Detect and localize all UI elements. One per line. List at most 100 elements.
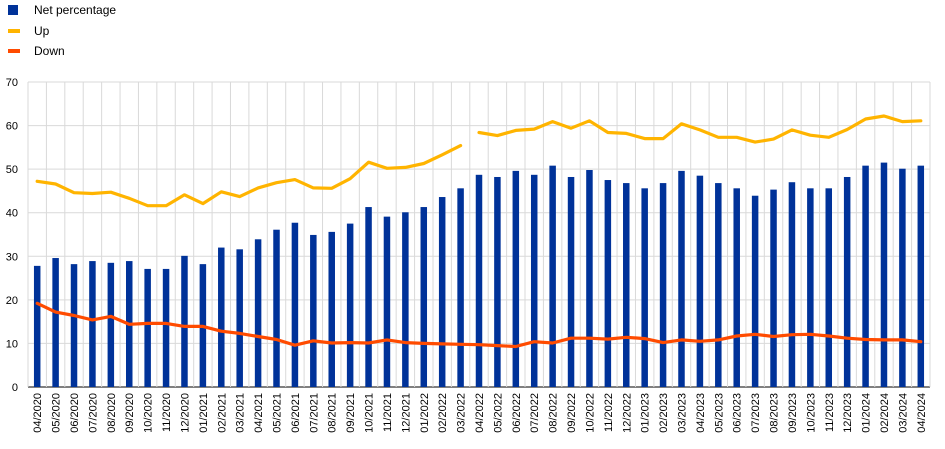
bar-net-percentage — [33, 265, 41, 387]
bar-net-percentage — [549, 165, 556, 387]
bar-net-percentage — [604, 180, 612, 387]
line-down — [35, 301, 923, 349]
x-tick-label: 08/2021 — [327, 393, 339, 433]
x-tick-label: 12/2021 — [400, 393, 412, 433]
x-tick-label: 10/2020 — [143, 393, 155, 433]
x-tick-label: 07/2022 — [529, 393, 541, 433]
bar-net-percentage — [70, 264, 78, 387]
x-tick-label: 10/2021 — [364, 393, 376, 433]
bar-net-percentage — [89, 261, 96, 387]
x-tick-label: 06/2022 — [511, 393, 523, 433]
legend-label-net-percentage: Net percentage — [34, 3, 117, 18]
bar-net-percentage — [696, 175, 704, 387]
x-tick-label: 11/2020 — [161, 393, 173, 432]
bar-net-percentage — [420, 207, 428, 387]
bar-net-percentage — [494, 176, 501, 387]
bar-net-percentage — [254, 239, 262, 387]
line-up — [35, 144, 463, 208]
x-tick-label: 01/2022 — [419, 393, 431, 433]
x-tick-label: 02/2022 — [437, 393, 449, 433]
bar-net-percentage — [770, 189, 777, 387]
x-tick-label: 11/2022 — [603, 393, 615, 432]
bar-net-percentage — [457, 188, 464, 387]
y-tick-label: 30 — [6, 251, 18, 263]
y-tick-label: 10 — [6, 338, 18, 350]
bar-net-percentage — [899, 168, 906, 387]
bar-net-percentage — [586, 170, 593, 387]
bar-net-percentage — [751, 195, 759, 387]
x-tick-label: 04/2024 — [916, 393, 928, 433]
bar-net-percentage — [107, 262, 115, 387]
x-tick-label: 04/2022 — [474, 393, 486, 433]
bar-net-percentage — [659, 183, 667, 387]
bar-net-percentage — [181, 255, 188, 387]
legend-swatch-net-percentage — [8, 5, 18, 16]
x-tick-label: 08/2022 — [548, 393, 560, 433]
bar-net-percentage — [144, 268, 151, 387]
legend-label-down: Down — [34, 44, 65, 59]
bar-net-percentage — [218, 247, 225, 387]
x-tick-label: 12/2020 — [180, 393, 192, 433]
x-tick-label: 08/2020 — [106, 393, 118, 433]
legend-swatch-down — [8, 49, 20, 54]
x-tick-label: 05/2023 — [713, 393, 725, 433]
bar-net-percentage — [475, 174, 483, 387]
x-tick-label: 09/2020 — [124, 393, 136, 433]
legend-label-up: Up — [34, 23, 50, 38]
bar-net-percentage — [291, 222, 299, 387]
bar-net-percentage — [880, 162, 888, 387]
bar-net-percentage — [365, 207, 372, 387]
bar-net-percentage — [530, 174, 538, 387]
x-tick-label: 02/2021 — [216, 393, 228, 433]
y-tick-label: 70 — [6, 77, 18, 89]
legend-swatch-up — [8, 28, 20, 33]
x-tick-label: 05/2020 — [51, 393, 63, 433]
y-tick-label: 20 — [6, 295, 18, 307]
bar-net-percentage — [438, 197, 446, 387]
bar-net-percentage — [733, 188, 740, 387]
bar-net-percentage — [52, 258, 59, 387]
bar-net-percentage — [310, 234, 317, 387]
bar-net-percentage — [346, 223, 354, 387]
bar-net-percentage — [512, 170, 520, 387]
x-tick-label: 05/2022 — [492, 393, 504, 433]
x-tick-label: 06/2020 — [69, 393, 81, 433]
x-tick-label: 07/2023 — [750, 393, 762, 433]
bar-net-percentage — [273, 229, 280, 387]
y-tick-label: 50 — [6, 164, 18, 176]
x-tick-label: 08/2023 — [769, 393, 781, 433]
legend-item-net-percentage: Net percentage — [8, 0, 116, 21]
x-tick-label: 04/2020 — [32, 393, 44, 433]
bar-net-percentage — [678, 170, 685, 387]
x-tick-label: 07/2021 — [308, 393, 320, 433]
legend: Net percentage Up Down — [8, 0, 116, 62]
bar-net-percentage — [383, 216, 391, 387]
x-tick-label: 10/2023 — [805, 393, 817, 433]
x-tick-label: 09/2022 — [566, 393, 578, 433]
bar-net-percentage — [862, 165, 869, 387]
y-tick-label: 0 — [12, 382, 18, 394]
x-tick-label: 06/2021 — [290, 393, 302, 433]
x-tick-label: 11/2021 — [382, 393, 394, 432]
bar-net-percentage — [567, 176, 575, 387]
x-tick-label: 04/2021 — [253, 393, 265, 433]
bar-net-percentage — [843, 176, 851, 387]
x-tick-label: 10/2022 — [584, 393, 596, 433]
line-up — [477, 114, 923, 144]
x-tick-label: 03/2021 — [235, 393, 247, 433]
x-tick-label: 05/2021 — [272, 393, 284, 433]
x-tick-label: 12/2022 — [621, 393, 633, 433]
bar-net-percentage — [328, 231, 335, 387]
bar-net-percentage — [788, 182, 796, 387]
y-tick-label: 60 — [6, 121, 18, 133]
bar-net-percentage — [162, 268, 170, 387]
legend-item-down: Down — [8, 41, 116, 62]
x-tick-label: 09/2021 — [345, 393, 357, 433]
x-tick-label: 01/2024 — [861, 393, 873, 433]
x-tick-label: 12/2023 — [842, 393, 854, 433]
bar-net-percentage — [715, 183, 722, 387]
x-tick-label: 02/2024 — [879, 393, 891, 433]
bar-net-percentage — [236, 249, 243, 387]
bar-net-percentage — [641, 188, 648, 387]
